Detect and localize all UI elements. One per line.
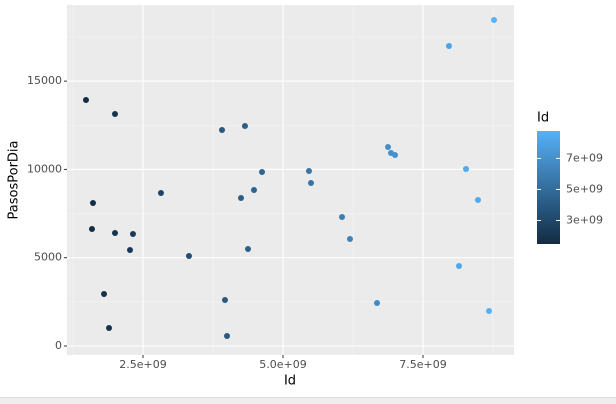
- point: [244, 245, 251, 252]
- point: [346, 235, 353, 242]
- point: [185, 253, 192, 260]
- point: [219, 127, 226, 134]
- point: [82, 97, 89, 104]
- point: [463, 165, 470, 172]
- y-axis-title: PasosPorDia: [7, 141, 22, 220]
- point: [111, 230, 118, 237]
- point: [157, 189, 164, 196]
- point: [129, 231, 136, 238]
- point: [305, 168, 312, 175]
- colorbar-label: 7e+09: [566, 151, 603, 164]
- point: [250, 186, 257, 193]
- point: [339, 213, 346, 220]
- point: [241, 123, 248, 130]
- x-axis-title: Id: [284, 374, 296, 389]
- x-tick-label: 2.5e+09: [119, 358, 166, 371]
- point: [89, 200, 96, 207]
- point: [223, 332, 230, 339]
- y-tick-label: 5000: [34, 251, 62, 264]
- point: [486, 307, 493, 314]
- point: [101, 290, 108, 297]
- point: [491, 17, 498, 24]
- point: [384, 144, 391, 151]
- point: [111, 111, 118, 118]
- point: [237, 194, 244, 201]
- colorbar: [537, 131, 560, 244]
- x-tick-label: 5.0e+09: [259, 358, 306, 371]
- x-tick-label: 7.5e+09: [399, 358, 446, 371]
- y-tick-label: 15000: [27, 74, 62, 87]
- point: [258, 169, 265, 176]
- point: [474, 197, 481, 204]
- y-tick-label: 0: [55, 339, 62, 352]
- point: [88, 226, 95, 233]
- point: [221, 296, 228, 303]
- point: [391, 152, 398, 159]
- y-tick-label: 10000: [27, 162, 62, 175]
- point: [445, 43, 452, 50]
- bottom-bar: [0, 397, 616, 404]
- point: [374, 299, 381, 306]
- point: [127, 247, 134, 253]
- legend-title: Id: [537, 111, 549, 126]
- panel: [67, 5, 514, 355]
- point: [456, 262, 463, 269]
- colorbar-label: 5e+09: [566, 182, 603, 195]
- colorbar-label: 3e+09: [566, 213, 603, 226]
- point: [307, 180, 314, 187]
- point: [106, 324, 113, 331]
